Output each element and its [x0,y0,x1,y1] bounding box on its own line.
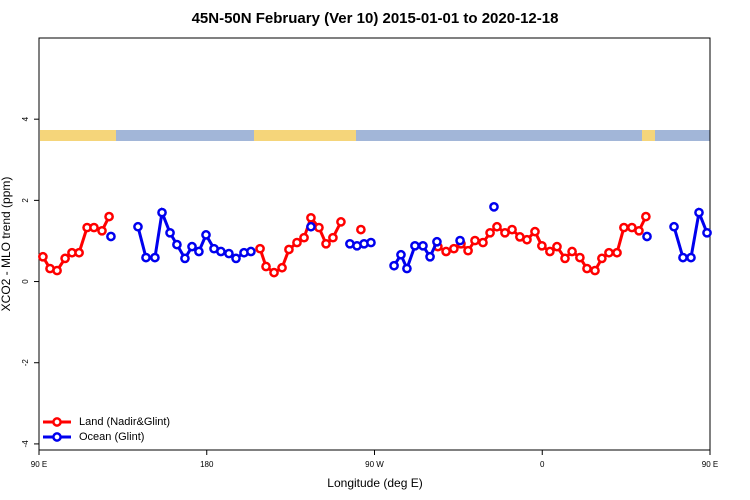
data-point [441,246,451,257]
data-point [38,251,48,262]
data-point [60,253,70,264]
data-point [180,253,190,264]
x-tick-label: 90 E [31,460,47,469]
data-point [642,231,652,242]
data-point [52,265,62,276]
data-point [277,262,287,273]
data-point [478,237,488,248]
data-point [619,222,629,233]
x-tick-label: 180 [200,460,214,469]
data-point [396,249,406,260]
data-point [455,235,465,246]
data-point [694,207,704,218]
data-point [261,261,271,272]
legend-label: Land (Nadir&Glint) [79,416,170,428]
data-point [669,221,679,232]
data-point [389,260,399,271]
data-point [492,221,502,232]
data-point [597,253,607,264]
data-point [328,232,338,243]
data-point [194,246,204,257]
legend-label: Ocean (Glint) [79,431,144,443]
y-tick-label: 4 [21,116,30,121]
x-axis-label: Longitude (deg E) [327,476,422,490]
data-point [530,226,540,237]
data-point [141,252,151,263]
data-point [522,234,532,245]
data-point [356,224,366,235]
x-tick-label: 90 E [702,460,718,469]
data-point [552,241,562,252]
data-point [507,224,517,235]
data-point [418,240,428,251]
data-point [306,212,316,223]
legend-marker [52,432,62,442]
data-point [582,263,592,274]
series-line [41,215,111,273]
data-point [463,245,473,256]
data-point [133,221,143,232]
data-point [489,202,499,212]
data-point [299,232,309,243]
chart-title: 45N-50N February (Ver 10) 2015-01-01 to … [192,10,559,27]
data-point [485,227,495,238]
data-point [567,246,577,257]
data-point [604,247,614,258]
y-tick-label: -4 [21,440,30,448]
data-point [449,243,459,254]
data-point [74,247,84,258]
data-point [545,246,555,257]
data-point [306,221,316,232]
data-point [255,243,265,254]
x-tick-label: 0 [540,460,545,469]
data-point [321,238,331,249]
data-point [284,244,294,255]
data-point [89,222,99,233]
data-point [634,225,644,236]
data-point [246,246,256,257]
data-point [165,227,175,238]
legend-marker [52,417,62,427]
data-point [366,237,376,248]
data-point [104,211,114,222]
data-point [187,241,197,252]
y-axis-label: XCO2 - MLO trend (ppm) [0,177,13,312]
y-tick-label: 0 [21,279,30,284]
data-point [216,246,226,257]
y-tick-label: 2 [21,198,30,203]
data-point [432,236,442,247]
data-point [402,263,412,274]
data-point [537,240,547,251]
data-point [641,211,651,222]
data-point [678,252,688,263]
data-point [201,230,211,240]
data-point [269,267,279,278]
data-point [612,247,622,258]
data-point [106,231,116,242]
data-point [314,222,324,233]
y-tick-label: -2 [21,359,30,367]
x-tick-label: 90 W [365,460,384,469]
series-line [672,207,709,260]
data-point [336,217,346,227]
data-point [157,207,167,218]
data-point [172,239,182,250]
data-point [425,251,435,262]
map-strip [40,130,710,141]
data-point [575,252,585,263]
data-point [224,248,234,259]
data-point [590,265,600,276]
data-point [231,253,241,264]
data-point [292,237,302,248]
data-point [686,252,696,263]
data-point [702,227,712,238]
data-point [560,253,570,264]
data-point [470,235,480,246]
data-point [410,240,420,251]
data-point [150,252,160,263]
data-point [97,225,107,236]
